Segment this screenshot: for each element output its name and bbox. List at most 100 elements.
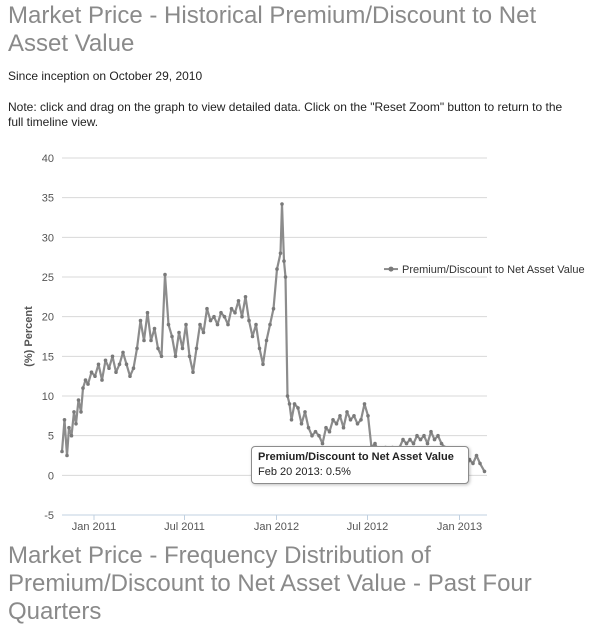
data-point (261, 362, 265, 367)
zoom-instructions-line-2: full timeline view. (8, 115, 99, 129)
legend-marker-swatch (388, 266, 394, 272)
data-point (408, 437, 412, 442)
data-point (194, 346, 199, 351)
data-point (222, 314, 227, 319)
data-point (117, 362, 122, 367)
y-axis-tick-labels: -5 0 5 10 15 20 25 30 35 40 (42, 153, 54, 522)
data-point (362, 402, 367, 406)
data-point (275, 267, 279, 271)
data-point (138, 318, 143, 323)
data-point (67, 425, 71, 430)
data-point (93, 374, 97, 378)
data-point (299, 422, 304, 426)
data-point (135, 346, 139, 351)
data-point (145, 310, 150, 315)
page-title: Market Price - Historical Premium/Discou… (8, 2, 537, 57)
series-premium-discount[interactable] (60, 202, 487, 474)
tooltip-series-name: Premium/Discount to Net Asset Value (258, 451, 454, 463)
data-point (310, 433, 314, 438)
x-axis: Jan 2011 Jul 2011 Jan 2012 Jul 2012 Jan 2013 (72, 515, 482, 533)
data-point (114, 370, 118, 374)
data-point (219, 310, 223, 315)
data-point (331, 418, 335, 422)
data-point (478, 461, 482, 466)
data-point (229, 306, 234, 311)
y-tick-label: -5 (44, 510, 54, 522)
data-point (296, 406, 300, 410)
x-tick-label: Jul 2012 (347, 521, 389, 533)
data-point (212, 314, 216, 319)
data-point (69, 433, 74, 438)
data-point (96, 362, 101, 367)
data-point (79, 410, 83, 414)
data-point (327, 429, 332, 434)
data-point (89, 370, 94, 374)
data-point (121, 350, 125, 355)
legend-item-label[interactable]: Premium/Discount to Net Asset Value (402, 264, 585, 276)
chart-legend[interactable]: Premium/Discount to Net Asset Value (384, 264, 585, 276)
data-point (282, 259, 286, 263)
y-tick-label: 25 (42, 272, 54, 284)
data-point (264, 338, 269, 343)
data-point (247, 318, 251, 323)
data-point (65, 453, 69, 458)
data-point (306, 425, 311, 430)
data-point-tooltip: Premium/Discount to Net Asset Value Feb … (251, 446, 469, 484)
y-tick-label: 40 (42, 153, 54, 165)
zoom-instructions-line-1: Note: click and drag on the graph to vie… (8, 100, 563, 114)
data-point (292, 402, 297, 406)
frequency-distribution-title: Market Price - Frequency Distribution of… (8, 542, 532, 625)
data-point (233, 310, 237, 315)
data-point (198, 322, 202, 327)
data-point (411, 441, 416, 446)
data-point (341, 425, 346, 430)
data-point (243, 295, 248, 299)
x-tick-label: Jan 2012 (254, 521, 299, 533)
data-point (166, 322, 171, 327)
data-point (289, 418, 294, 422)
data-point (352, 414, 356, 418)
data-point (359, 418, 363, 422)
data-point (208, 318, 213, 323)
data-point (471, 461, 475, 466)
data-point (240, 314, 244, 319)
data-point (303, 410, 307, 414)
data-point (86, 382, 90, 386)
data-point (100, 378, 104, 382)
data-point (149, 338, 153, 343)
data-point (103, 358, 108, 363)
data-point (128, 374, 132, 378)
zoom-instructions: Note: click and drag on the graph to vie… (8, 100, 598, 130)
x-tick-label: Jan 2013 (437, 521, 482, 533)
chart-gridlines (62, 157, 487, 516)
data-point (236, 299, 241, 303)
data-point (436, 433, 440, 438)
data-point (173, 354, 178, 359)
data-point (482, 469, 487, 474)
series-line (60, 202, 486, 472)
y-tick-label: 10 (42, 391, 54, 403)
data-point (474, 453, 479, 458)
data-point (271, 306, 276, 311)
data-point (429, 429, 433, 434)
data-point (254, 322, 258, 327)
y-tick-label: 35 (42, 193, 54, 205)
data-point (226, 322, 230, 327)
data-point (432, 437, 437, 442)
y-tick-label: 5 (48, 431, 54, 443)
data-point (131, 366, 136, 370)
data-point (278, 251, 283, 255)
y-tick-label: 20 (42, 312, 54, 324)
data-point (280, 202, 284, 206)
data-point (355, 422, 360, 426)
data-point (184, 322, 188, 327)
inception-note: Since inception on October 29, 2010 (8, 69, 203, 83)
data-point (170, 334, 174, 339)
data-point (287, 402, 292, 406)
data-point (152, 326, 157, 331)
data-point (76, 398, 81, 402)
data-point (320, 441, 325, 446)
data-point (180, 346, 185, 351)
data-point (324, 425, 328, 430)
